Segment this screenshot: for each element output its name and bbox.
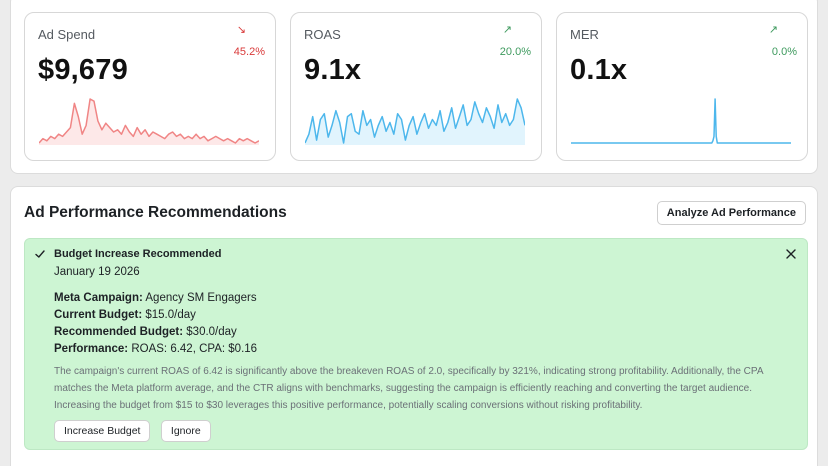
trend-up-icon: ↗ — [502, 24, 512, 36]
metric-label: MER — [570, 27, 599, 42]
metric-card-roas[interactable]: ROAS 9.1x ↗ 20.0% — [290, 12, 542, 161]
detail-key: Current Budget: — [54, 309, 143, 321]
detail-row: Meta Campaign: Agency SM Engagers — [54, 290, 257, 307]
detail-value: $30.0/day — [186, 326, 237, 338]
increase-budget-button[interactable]: Increase Budget — [54, 420, 151, 442]
detail-key: Performance: — [54, 343, 129, 355]
recommendation-card: Budget Increase Recommended January 19 2… — [24, 238, 808, 450]
recommendations-panel: Ad Performance Recommendations Analyze A… — [10, 186, 818, 466]
detail-value: $15.0/day — [145, 309, 196, 321]
sparkline-roas — [305, 98, 525, 145]
section-title: Ad Performance Recommendations — [24, 204, 287, 221]
ignore-button[interactable]: Ignore — [160, 420, 211, 442]
metric-value: 0.1x — [570, 54, 628, 86]
metric-change: 45.2% — [233, 46, 265, 58]
detail-key: Recommended Budget: — [54, 326, 184, 338]
sparkline-area — [305, 99, 525, 145]
metric-card-mer[interactable]: MER 0.1x ↗ 0.0% — [556, 12, 808, 161]
analyze-ad-performance-button[interactable]: Analyze Ad Performance — [656, 201, 806, 225]
metrics-panel: Ad Spend $9,679 ↘ 45.2% ROAS 9.1x ↗ 20.0… — [10, 0, 818, 174]
sparkline-line — [571, 98, 791, 144]
sparkline-ad-spend — [39, 98, 259, 145]
check-icon — [35, 250, 45, 258]
detail-key: Meta Campaign: — [54, 292, 143, 304]
metric-label: ROAS — [304, 27, 341, 42]
metric-change: 20.0% — [499, 46, 531, 58]
trend-up-icon: ↗ — [768, 24, 778, 36]
sparkline-line — [305, 98, 525, 144]
recommendation-heading: Budget Increase Recommended — [54, 248, 222, 260]
metric-card-ad-spend[interactable]: Ad Spend $9,679 ↘ 45.2% — [24, 12, 276, 161]
detail-value: Agency SM Engagers — [145, 292, 257, 304]
sparkline-mer — [571, 98, 791, 144]
detail-row: Recommended Budget: $30.0/day — [54, 324, 257, 341]
sparkline-area — [39, 99, 259, 145]
close-icon[interactable] — [785, 248, 797, 260]
recommendation-details: Meta Campaign: Agency SM Engagers Curren… — [54, 290, 257, 358]
detail-row: Current Budget: $15.0/day — [54, 307, 257, 324]
detail-row: Performance: ROAS: 6.42, CPA: $0.16 — [54, 341, 257, 358]
metric-value: $9,679 — [38, 54, 128, 86]
recommendation-body: The campaign's current ROAS of 6.42 is s… — [54, 366, 763, 411]
metric-label: Ad Spend — [38, 27, 96, 42]
recommendation-date: January 19 2026 — [54, 266, 140, 278]
recommendation-actions: Increase Budget Ignore — [54, 420, 217, 442]
metric-value: 9.1x — [304, 54, 362, 86]
metric-change: 0.0% — [771, 46, 797, 58]
detail-value: ROAS: 6.42, CPA: $0.16 — [131, 343, 258, 355]
trend-down-icon: ↘ — [236, 24, 246, 36]
sparkline-line — [39, 98, 259, 144]
